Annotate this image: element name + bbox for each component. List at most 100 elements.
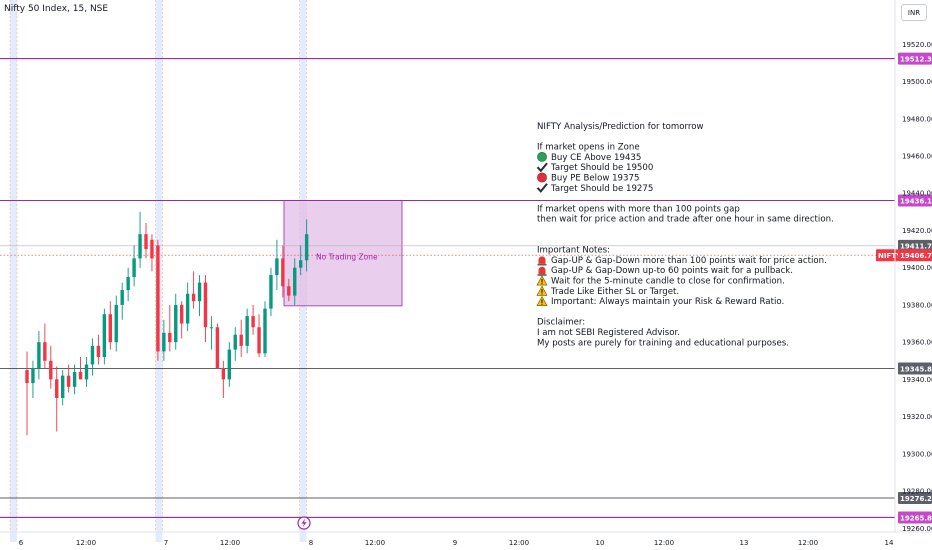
candle-body [43,342,47,361]
y-tick-label: 19460.00 [902,153,932,161]
candle[interactable] [251,304,255,335]
green-circle-icon [537,151,547,162]
lightning-icon[interactable] [297,516,311,530]
candle[interactable] [168,304,172,352]
candle-body [78,371,83,380]
candle[interactable] [96,334,101,365]
candle[interactable] [61,370,65,406]
note-line: Disclaimer: [537,318,585,328]
candle[interactable] [209,316,214,350]
candle[interactable] [138,211,142,268]
candle[interactable] [233,327,237,361]
candle-body [49,360,53,380]
price-level-tag [898,362,932,375]
x-tick-label: 10 [596,539,605,547]
candle[interactable] [281,245,285,298]
candle[interactable] [108,301,112,350]
candle[interactable] [191,271,196,309]
y-tick-label: 19360.00 [902,339,932,347]
note-line: I am not SEBI Registered Advisor. [537,328,680,338]
candle[interactable] [37,330,41,380]
candle-body [168,332,172,343]
note-line: Trade Like Either SL or Target. [550,287,679,297]
x-tick-label: 12:00 [76,539,96,547]
candlesticks [25,211,309,436]
price-levels: 19512.35 19436.10 19411.75 19345.85 19276.25… [0,52,932,524]
no-trading-zone: No Trading Zone [283,200,403,307]
candle[interactable] [299,245,303,276]
price-level-tag [898,511,932,524]
candle[interactable] [269,267,273,317]
candle[interactable] [66,364,71,393]
x-tick-label: 12:00 [220,539,240,547]
candle-body [287,286,291,296]
warning-icon [536,285,548,296]
candle[interactable] [120,282,124,320]
candle[interactable] [90,338,95,376]
candle[interactable] [102,308,107,365]
price-level-label: 19276.25 [900,495,932,503]
candle[interactable] [156,239,160,361]
candle[interactable] [180,301,184,339]
x-tick-label: 6 [19,539,24,547]
candle-body [174,304,178,343]
analysis-note: NIFTY Analysis/Prediction for tomorrow If… [536,122,834,348]
candle-body [215,327,220,369]
candle[interactable] [150,234,154,272]
y-tick-label: 19440.00 [902,190,932,198]
candle-body [144,234,148,250]
candle[interactable] [55,366,59,432]
note-line: Gap-UP & Gap-Down up-to 60 points wait f… [551,266,793,276]
zone-rect[interactable] [283,200,403,307]
candle[interactable] [114,295,118,352]
candle-body [209,327,214,329]
candle-body [304,234,309,261]
candle-body [257,327,261,354]
zone-label: No Trading Zone [316,253,378,262]
price-level-tag [898,492,932,505]
note-line: My posts are purely for training and edu… [537,338,789,348]
candle[interactable] [203,275,208,343]
candle[interactable] [293,258,297,305]
candle[interactable] [275,239,279,291]
note-line: Buy CE Above 19435 [551,153,641,163]
candle[interactable] [215,323,220,369]
candle-body [25,370,29,384]
candle[interactable] [43,323,47,369]
candle[interactable] [144,223,148,259]
candle[interactable] [72,364,77,395]
candle-body [37,342,41,369]
candle[interactable] [126,267,130,302]
candle[interactable] [84,357,89,387]
candle[interactable] [49,345,53,389]
y-tick-label: 19420.00 [902,227,932,235]
candle[interactable] [263,301,267,358]
candle-body [102,314,107,358]
currency-button[interactable]: INR [901,4,927,21]
y-tick-label: 19480.00 [902,115,932,123]
candle[interactable] [221,360,226,398]
candle[interactable] [31,360,35,398]
chart-title: Nifty 50 Index, 15, NSE [4,4,108,14]
candle[interactable] [132,245,136,287]
candle[interactable] [227,342,231,387]
y-tick-label: 19320.00 [902,413,932,421]
candle-body [150,239,154,259]
candle[interactable] [185,282,190,331]
candle-body [281,258,285,287]
candle[interactable] [162,319,166,361]
candle[interactable] [25,351,29,436]
candle[interactable] [239,319,243,358]
candle[interactable] [78,357,83,380]
price-level-label: 19265.80 [900,514,932,522]
candle[interactable] [287,278,291,302]
candle[interactable] [245,308,249,354]
candle-body [162,332,166,352]
candle[interactable] [197,275,202,317]
candle[interactable] [257,314,261,358]
candle[interactable] [304,219,309,272]
session-band [10,0,17,542]
check-mark-icon [536,162,548,173]
candle[interactable] [174,293,178,350]
